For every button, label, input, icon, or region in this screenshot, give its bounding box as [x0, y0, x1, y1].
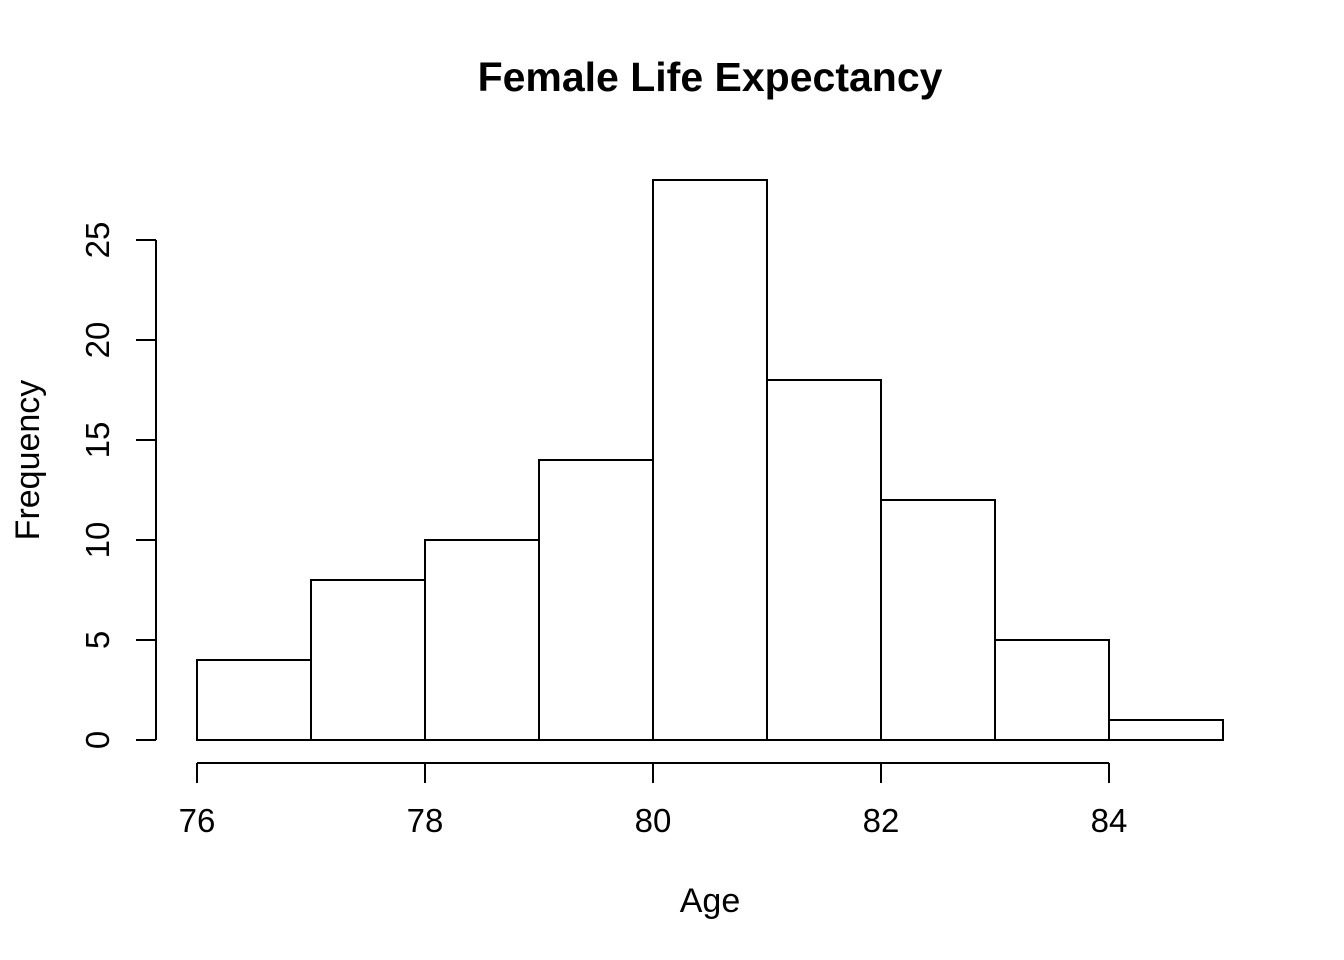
histogram-bar	[538, 459, 654, 741]
x-tick-label: 84	[1091, 802, 1128, 839]
histogram-bar	[310, 579, 426, 741]
histogram-bar	[652, 179, 768, 741]
x-tick-label: 76	[179, 802, 216, 839]
histogram-bar	[994, 639, 1110, 741]
y-tick-label: 25	[79, 222, 116, 259]
chart-title: Female Life Expectancy	[477, 54, 943, 100]
histogram-bar	[880, 499, 996, 741]
y-tick-label: 15	[79, 422, 116, 459]
histogram-bar	[1108, 719, 1224, 741]
histogram-bar	[766, 379, 882, 741]
y-tick-label: 5	[79, 631, 116, 649]
x-tick-label: 78	[407, 802, 444, 839]
x-tick-label: 80	[635, 802, 672, 839]
y-tick-label: 0	[79, 731, 116, 749]
histogram-bar	[196, 659, 312, 741]
y-tick-label: 20	[79, 322, 116, 359]
x-tick-label: 82	[863, 802, 900, 839]
y-tick-label: 10	[79, 522, 116, 559]
histogram-bar	[424, 539, 540, 741]
x-axis-label: Age	[679, 882, 741, 920]
